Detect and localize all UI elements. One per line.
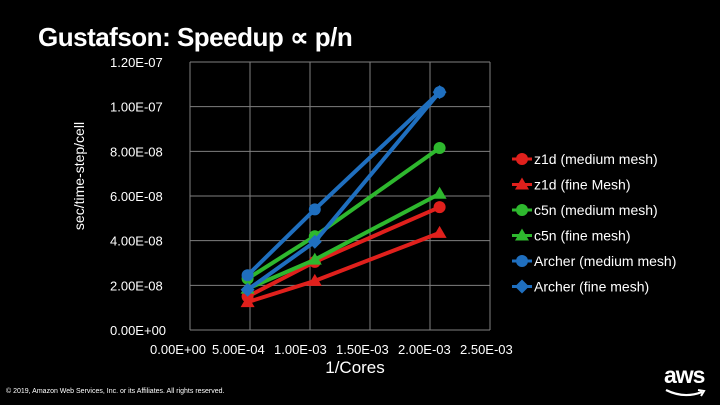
y-tick-label: 1.20E-07	[110, 55, 163, 70]
series-2	[241, 141, 446, 285]
x-tick-label: 5.00E-04	[212, 342, 265, 357]
x-tick-label: 2.50E-03	[460, 342, 513, 357]
x-tick-label: 0.00E+00	[150, 342, 206, 357]
data-point	[432, 225, 447, 238]
legend-item: Archer (medium mesh)	[512, 253, 676, 269]
legend-label: Archer (fine mesh)	[534, 279, 649, 295]
legend-item: z1d (fine Mesh)	[512, 177, 630, 193]
legend-label: c5n (medium mesh)	[534, 202, 658, 218]
data-point	[433, 141, 446, 154]
legend-marker	[516, 255, 528, 267]
series-line	[246, 205, 441, 299]
legend-label: z1d (fine Mesh)	[534, 177, 630, 193]
chart-title: Gustafson: Speedup ∝ p/n	[38, 22, 353, 52]
grid	[189, 61, 491, 331]
data-point	[307, 273, 322, 286]
x-tick-label: 1.50E-03	[336, 342, 389, 357]
data-point	[307, 252, 322, 265]
y-tick-label: 4.00E-08	[110, 234, 163, 249]
legend-item: c5n (fine mesh)	[512, 228, 630, 244]
series-1	[240, 225, 447, 308]
series-line	[246, 146, 441, 281]
smile-arrow-icon	[665, 389, 706, 397]
copyright-notice: © 2019, Amazon Web Services, Inc. or its…	[6, 388, 225, 395]
data-point	[241, 269, 254, 282]
data-point	[432, 85, 447, 100]
legend-item: z1d (medium mesh)	[512, 151, 658, 167]
data-point	[240, 282, 255, 297]
aws-logo-text: aws	[664, 362, 705, 388]
y-tick-label: 2.00E-08	[110, 278, 163, 293]
data-point	[308, 203, 321, 216]
legend-item: c5n (medium mesh)	[512, 202, 658, 218]
series-4	[241, 86, 446, 282]
series-5	[240, 85, 447, 297]
aws-logo: aws	[664, 364, 710, 402]
legend: z1d (medium mesh) z1d (fine Mesh) c5n (med…	[512, 151, 676, 295]
legend-marker	[515, 228, 529, 241]
x-axis-label: 1/Cores	[325, 358, 385, 377]
legend-label: c5n (fine mesh)	[534, 228, 630, 244]
legend-marker	[515, 279, 529, 294]
data-point	[240, 295, 255, 308]
legend-marker	[515, 177, 529, 190]
x-tick-label: 1.00E-03	[274, 342, 327, 357]
axis-ticks: 0.00E+00 2.00E-08 4.00E-08 6.00E-08 8.00E-08…	[110, 55, 513, 357]
y-tick-label: 1.00E-07	[110, 100, 163, 115]
y-tick-label: 0.00E+00	[110, 323, 166, 338]
data-point	[307, 234, 322, 249]
legend-label: Archer (medium mesh)	[534, 253, 676, 269]
y-tick-label: 8.00E-08	[110, 144, 163, 159]
y-tick-label: 6.00E-08	[110, 189, 163, 204]
data-point	[433, 201, 446, 214]
series-lines	[240, 85, 447, 308]
legend-label: z1d (medium mesh)	[534, 151, 658, 167]
legend-item: Archer (fine mesh)	[512, 279, 649, 295]
legend-marker	[516, 204, 528, 216]
legend-marker	[516, 153, 528, 165]
x-tick-label: 2.00E-03	[398, 342, 451, 357]
data-point	[432, 186, 447, 199]
